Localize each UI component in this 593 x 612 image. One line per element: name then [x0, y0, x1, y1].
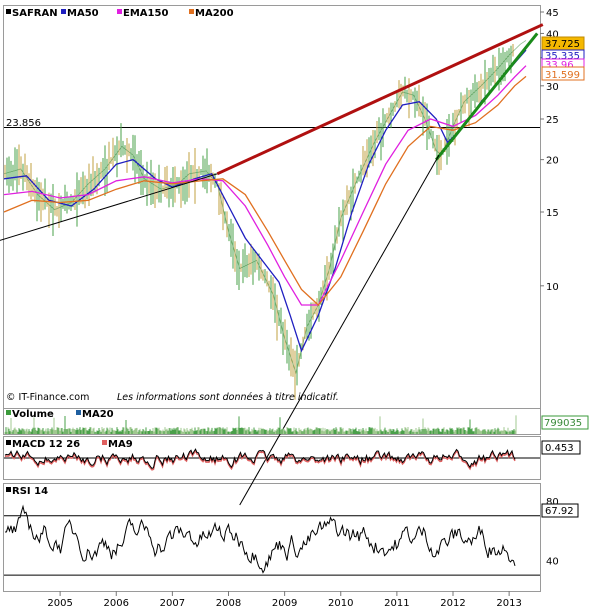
rsi-tick-label: 80	[546, 497, 559, 508]
value-labels: 37.725 35.335 33.96 31.599	[541, 36, 585, 81]
ma200-value-box	[541, 66, 585, 81]
y-tick-label: 20	[546, 156, 559, 167]
y-tick-label: 10	[546, 282, 559, 293]
rsi-y-axis: 40 80	[546, 497, 559, 567]
x-tick-label: 2012	[440, 598, 465, 608]
macd-legend: MACD 12 26 MA9 0.453	[6, 439, 581, 455]
volume-value-label: 799035	[544, 418, 582, 429]
rsi-tick-label: 40	[546, 556, 559, 567]
y-tick-label: 45	[546, 8, 559, 19]
trendline	[239, 154, 440, 506]
volume-legend: Volume MA20 799035	[6, 409, 589, 430]
series-line-ema150	[4, 65, 527, 306]
y-tick-label: 30	[546, 82, 559, 93]
ma200-value-label: 31.599	[545, 70, 580, 81]
x-tick-label: 2009	[272, 598, 297, 608]
macd-value-label: 0.453	[545, 443, 574, 454]
volume-value-box	[541, 415, 589, 430]
legend-label-macd-ma9: MA9	[108, 439, 133, 450]
x-tick-label: 2006	[104, 598, 129, 608]
x-tick-label: 2013	[496, 598, 521, 608]
legend-swatch-rsi	[6, 487, 11, 492]
main-panel-border	[3, 5, 541, 409]
rsi-legend: RSI 14 67.92	[6, 486, 579, 518]
legend-swatch-vol-ma20	[76, 410, 81, 415]
y-tick-label: 40	[546, 29, 559, 40]
legend-label-ma200: MA200	[195, 8, 234, 19]
x-tick-label: 2007	[160, 598, 185, 608]
x-axis: 2005 2006 2007 2008 2009 2010 2011 2012 2013	[47, 591, 522, 609]
legend-label-vol-ma20: MA20	[82, 409, 114, 420]
rsi-panel-border	[3, 483, 541, 592]
rsi-plot	[4, 504, 540, 576]
series-line-safran	[4, 40, 527, 375]
legend-swatch-volume	[6, 410, 11, 415]
ma50-value-label: 35.335	[545, 51, 580, 62]
legend-swatch-ema150	[117, 9, 122, 14]
macd-title: MACD 12 26	[12, 439, 80, 450]
trendline	[216, 23, 544, 176]
chart-title: SAFRAN	[12, 8, 58, 19]
x-tick-label: 2005	[47, 598, 72, 608]
trendlines	[0, 23, 544, 506]
last-price-label: 37.725	[545, 39, 580, 50]
macd-line	[4, 448, 516, 469]
y-tick-label: 25	[546, 115, 559, 126]
main-plot	[4, 40, 540, 400]
rsi-line	[4, 504, 516, 574]
legend-swatch-ma50	[61, 9, 66, 14]
rsi-value-label: 67.92	[545, 506, 574, 517]
macd-panel-border	[3, 436, 541, 480]
disclaimer-text: Les informations sont données à titre in…	[117, 392, 339, 403]
macd-value-box	[541, 440, 581, 455]
series-line-ma50	[4, 49, 527, 353]
x-tick-label: 2008	[216, 598, 241, 608]
legend-swatch-macd	[6, 440, 11, 445]
series-line-ma200	[4, 75, 527, 306]
legend-swatch-ma200	[189, 9, 194, 14]
rsi-value-box	[541, 503, 579, 518]
ema150-value-label: 33.96	[545, 60, 574, 71]
macd-plot	[4, 448, 540, 471]
volume-title: Volume	[12, 409, 54, 420]
legend-swatch-safran	[6, 9, 11, 14]
volume-plot	[4, 415, 517, 434]
price-bars	[4, 43, 514, 400]
volume-panel-border	[3, 408, 541, 435]
x-tick-label: 2010	[328, 598, 353, 608]
legend-label-ma50: MA50	[67, 8, 99, 19]
legend-swatch-macd-ma9	[102, 440, 107, 445]
y-tick-label: 15	[546, 208, 559, 219]
macd-signal-line	[4, 449, 516, 471]
x-tick-label: 2011	[384, 598, 409, 608]
level-label: 23.856	[6, 118, 41, 129]
watermark-text: © IT-Finance.com	[6, 392, 89, 403]
main-legend: SAFRAN MA50 EMA150 MA200	[6, 8, 234, 19]
trendline	[0, 173, 218, 241]
rsi-title: RSI 14	[12, 486, 48, 497]
trendline	[434, 32, 539, 161]
legend-label-ema150: EMA150	[123, 8, 168, 19]
